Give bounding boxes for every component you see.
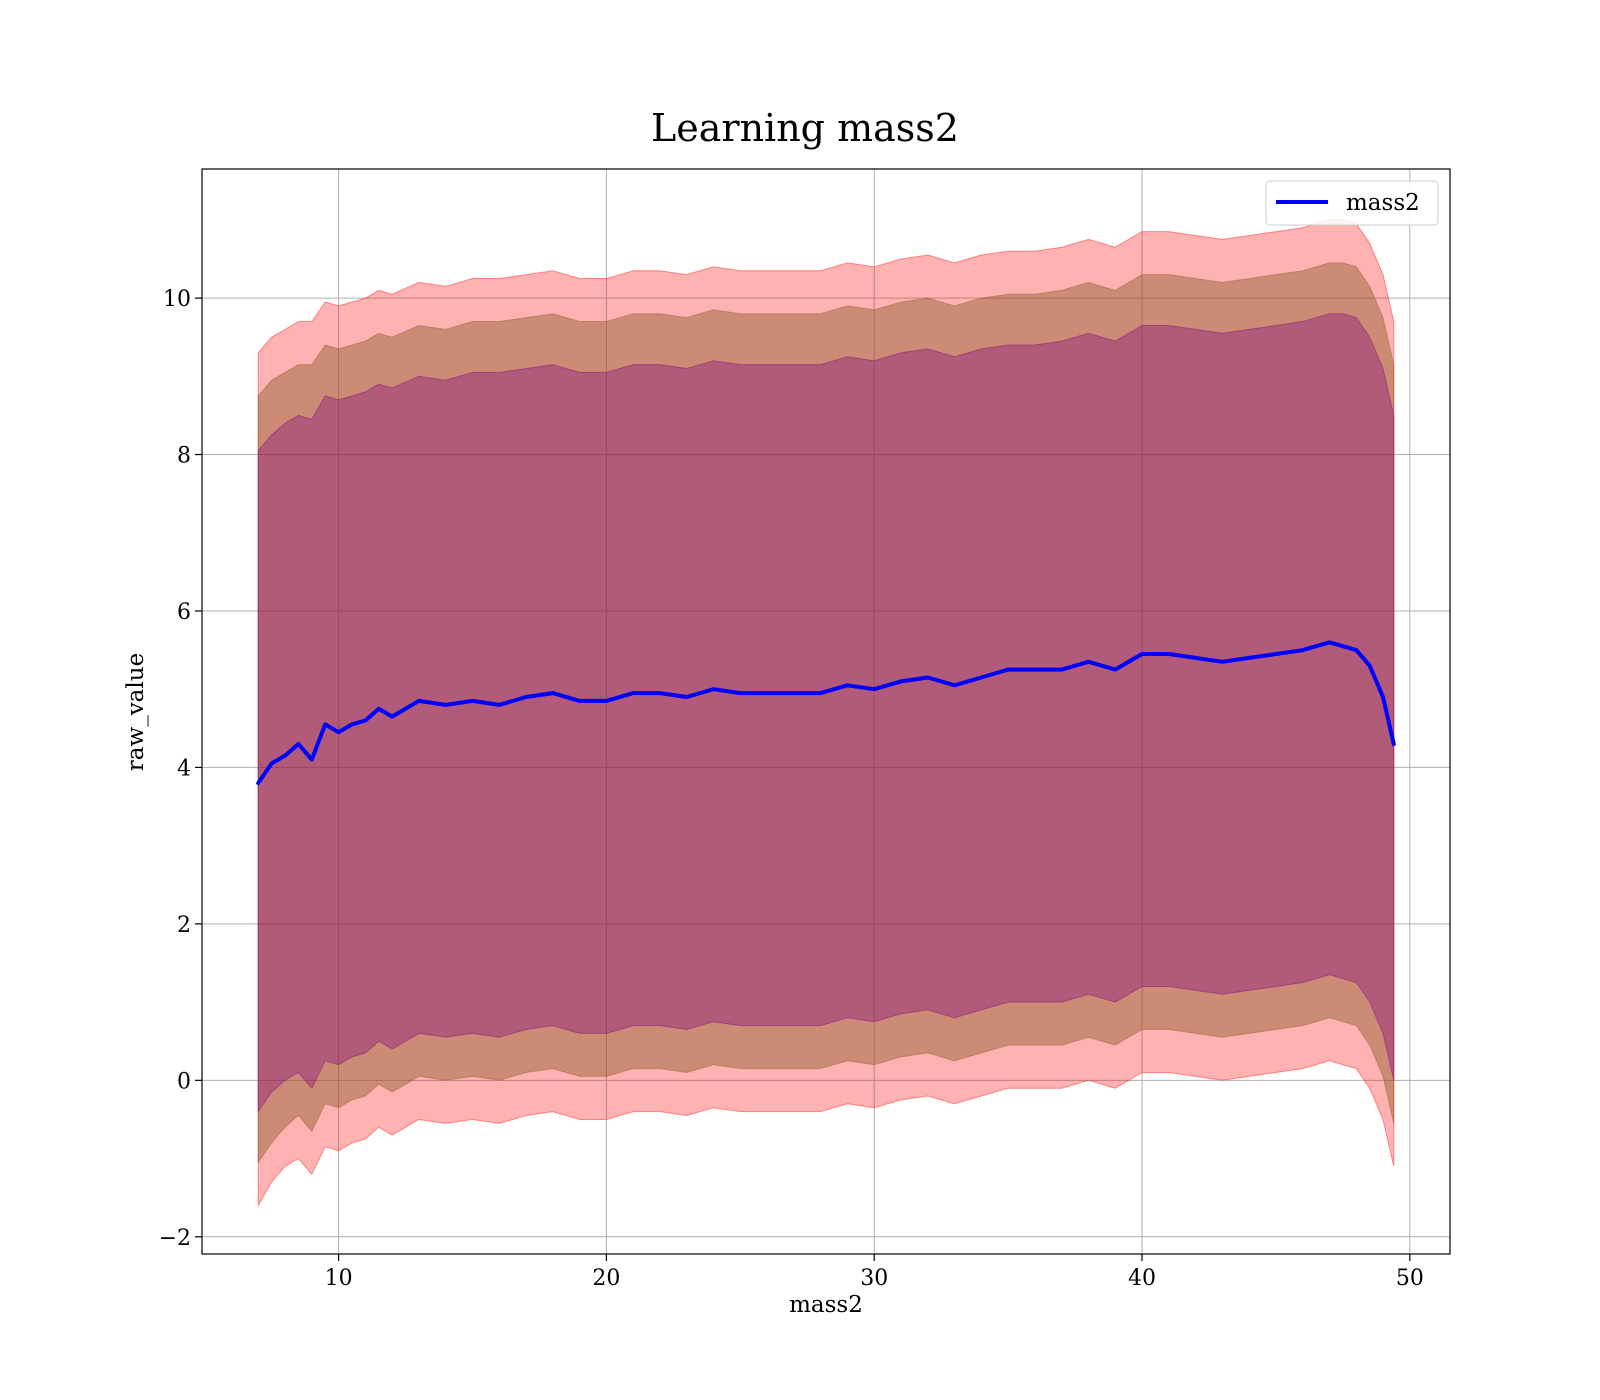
band-area-0 [257,219,1395,1208]
y-axis-label: raw_value [123,653,149,771]
x-tick-label: 30 [860,1266,888,1291]
ticks: 10 20 30 40 50 −2 0 2 4 6 8 10 [159,287,1424,1291]
y-tick-label: 4 [177,756,191,781]
series-lines [256,640,1396,786]
grid [202,169,1450,1254]
chart-title: Learning mass2 [651,106,959,150]
x-axis-label: mass2 [789,1292,863,1318]
plot-frame [201,168,1451,1255]
y-tick-label: 6 [177,600,191,625]
x-tick-label: 20 [592,1266,620,1291]
x-tick-label: 10 [325,1266,353,1291]
x-tick-label: 40 [1128,1266,1156,1291]
y-tick-label: 0 [177,1069,191,1094]
y-tick-label: −2 [159,1226,191,1251]
legend: mass2 [1265,180,1439,226]
x-tick-label: 50 [1396,1266,1424,1291]
band-area-2 [257,313,1395,1114]
y-tick-label: 10 [163,287,191,312]
legend-box [1265,180,1439,226]
y-tick-label: 8 [177,444,191,469]
confidence-bands [257,219,1395,1208]
band-area-1 [257,262,1395,1165]
y-tick-label: 2 [177,913,191,938]
legend-label: mass2 [1346,190,1420,216]
series-line-0 [256,640,1396,786]
